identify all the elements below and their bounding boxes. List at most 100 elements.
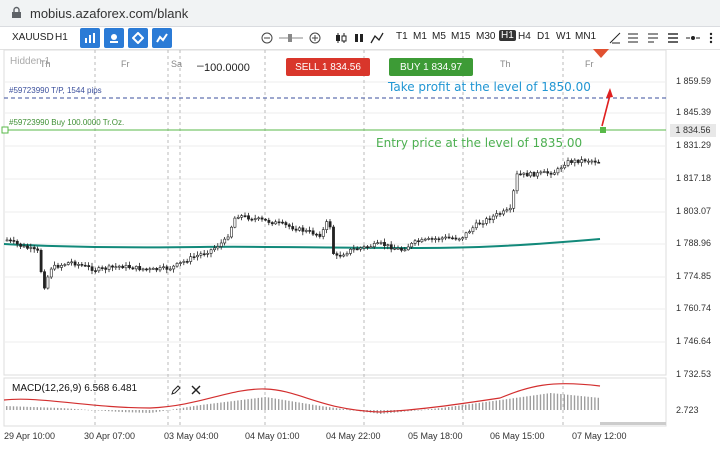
- candle-body: [151, 268, 155, 270]
- macd-bar: [560, 394, 562, 410]
- candle-body: [556, 168, 560, 174]
- candle-body: [576, 159, 580, 163]
- url-text[interactable]: mobius.azaforex.com/blank: [30, 6, 189, 21]
- indicator-icon[interactable]: [152, 28, 172, 48]
- macd-bar: [288, 400, 290, 410]
- volume-input[interactable]: [202, 59, 278, 77]
- macd-bar: [267, 397, 270, 410]
- macd-bar: [495, 400, 497, 410]
- more-icon[interactable]: [704, 31, 718, 45]
- macd-bar: [12, 406, 15, 410]
- crosshair-target-icon[interactable]: [686, 31, 700, 45]
- macd-bar: [257, 397, 259, 410]
- candle-body: [182, 261, 186, 263]
- diamond-icon[interactable]: [128, 28, 148, 48]
- zoom-out-icon[interactable]: [260, 31, 274, 45]
- macd-bar: [414, 410, 416, 411]
- tf-MN1[interactable]: MN1: [575, 31, 597, 42]
- candle-body: [264, 218, 267, 221]
- macd-bar: [332, 407, 334, 410]
- scroll-marker-icon[interactable]: [593, 49, 609, 58]
- candle-body: [362, 246, 366, 249]
- candle-body: [570, 160, 573, 163]
- candle-body: [332, 226, 335, 254]
- candle-body: [104, 267, 108, 270]
- horizontal-scrollbar[interactable]: [600, 422, 666, 425]
- entry-line-handle[interactable]: [1, 126, 9, 134]
- candlestick-icon[interactable]: [352, 31, 366, 45]
- macd-bar: [169, 409, 171, 411]
- close-icon[interactable]: [190, 384, 202, 396]
- fibonacci-icon[interactable]: [626, 31, 640, 45]
- price-gridlines: [4, 81, 666, 343]
- tf-M15[interactable]: M15: [451, 31, 471, 42]
- macd-bar: [16, 406, 18, 410]
- symbol-label[interactable]: XAUUSD: [12, 32, 54, 43]
- macd-bar: [305, 403, 307, 410]
- candle-body: [141, 268, 145, 271]
- macd-bar: [577, 395, 579, 410]
- macd-bar: [29, 406, 32, 410]
- tf-M5[interactable]: M5: [432, 31, 446, 42]
- browser-url-bar[interactable]: mobius.azaforex.com/blank: [0, 0, 720, 27]
- candle-body: [284, 222, 288, 226]
- macd-bar: [329, 407, 331, 410]
- crosshair-icon[interactable]: [104, 28, 124, 48]
- candle-body: [437, 238, 441, 241]
- bar-chart-icon[interactable]: [80, 28, 100, 48]
- macd-bar: [43, 407, 45, 410]
- candle-body: [128, 264, 131, 269]
- macd-bar: [291, 401, 293, 410]
- zoom-in-icon[interactable]: [308, 31, 322, 45]
- macd-bar: [162, 410, 164, 412]
- candle-body: [43, 271, 46, 289]
- buy-button[interactable]: BUY 1 834.97: [389, 58, 473, 76]
- candle-body: [349, 248, 352, 254]
- candle-body: [355, 248, 359, 251]
- text-tool-icon[interactable]: [646, 31, 660, 45]
- timeframe-label[interactable]: H1: [55, 32, 68, 43]
- zoom-slider-icon[interactable]: [278, 31, 304, 45]
- sell-button[interactable]: SELL 1 834.56: [286, 58, 370, 76]
- volume-decrease-button[interactable]: –: [197, 58, 204, 72]
- candle-body: [233, 217, 237, 228]
- macd-bar: [148, 410, 151, 413]
- current-price-label: 1 834.56: [670, 124, 716, 137]
- macd-bar: [230, 401, 232, 410]
- candle-body: [464, 232, 468, 238]
- candle-body: [559, 167, 563, 170]
- tf-W1[interactable]: W1: [556, 31, 571, 42]
- price-tick: 1 774.85: [676, 271, 712, 281]
- candle-body: [124, 264, 128, 269]
- tf-M30[interactable]: M30: [476, 31, 496, 42]
- price-chart[interactable]: [0, 49, 720, 450]
- line-chart-icon[interactable]: [370, 31, 384, 45]
- tf-D1[interactable]: D1: [537, 31, 550, 42]
- candle-body: [338, 254, 342, 257]
- price-tick: 1 803.07: [676, 206, 712, 216]
- macd-bar: [308, 404, 310, 410]
- candle-body: [308, 230, 312, 232]
- macd-bar: [346, 409, 348, 410]
- menu-icon[interactable]: [666, 31, 680, 45]
- chart-type-icon[interactable]: [334, 31, 348, 45]
- tf-M1[interactable]: M1: [413, 31, 427, 42]
- macd-bar: [529, 395, 531, 410]
- tf-T1[interactable]: T1: [396, 31, 408, 42]
- macd-bar: [155, 410, 157, 413]
- macd-bar: [502, 399, 504, 410]
- candle-body: [400, 248, 403, 251]
- candle-body: [148, 268, 152, 271]
- macd-label: MACD(12,26,9) 6.568 6.481: [12, 383, 138, 394]
- cursor-icon[interactable]: [608, 31, 622, 45]
- candle-body: [587, 160, 590, 163]
- tf-H4[interactable]: H4: [518, 31, 531, 42]
- candle-body: [291, 226, 295, 230]
- macd-bar: [584, 396, 586, 410]
- macd-bar: [50, 407, 52, 410]
- edit-icon[interactable]: [170, 384, 182, 396]
- tf-H1[interactable]: H1: [499, 30, 516, 41]
- day-label: Th: [500, 59, 511, 69]
- macd-bar: [512, 398, 514, 410]
- candle-body: [12, 240, 16, 242]
